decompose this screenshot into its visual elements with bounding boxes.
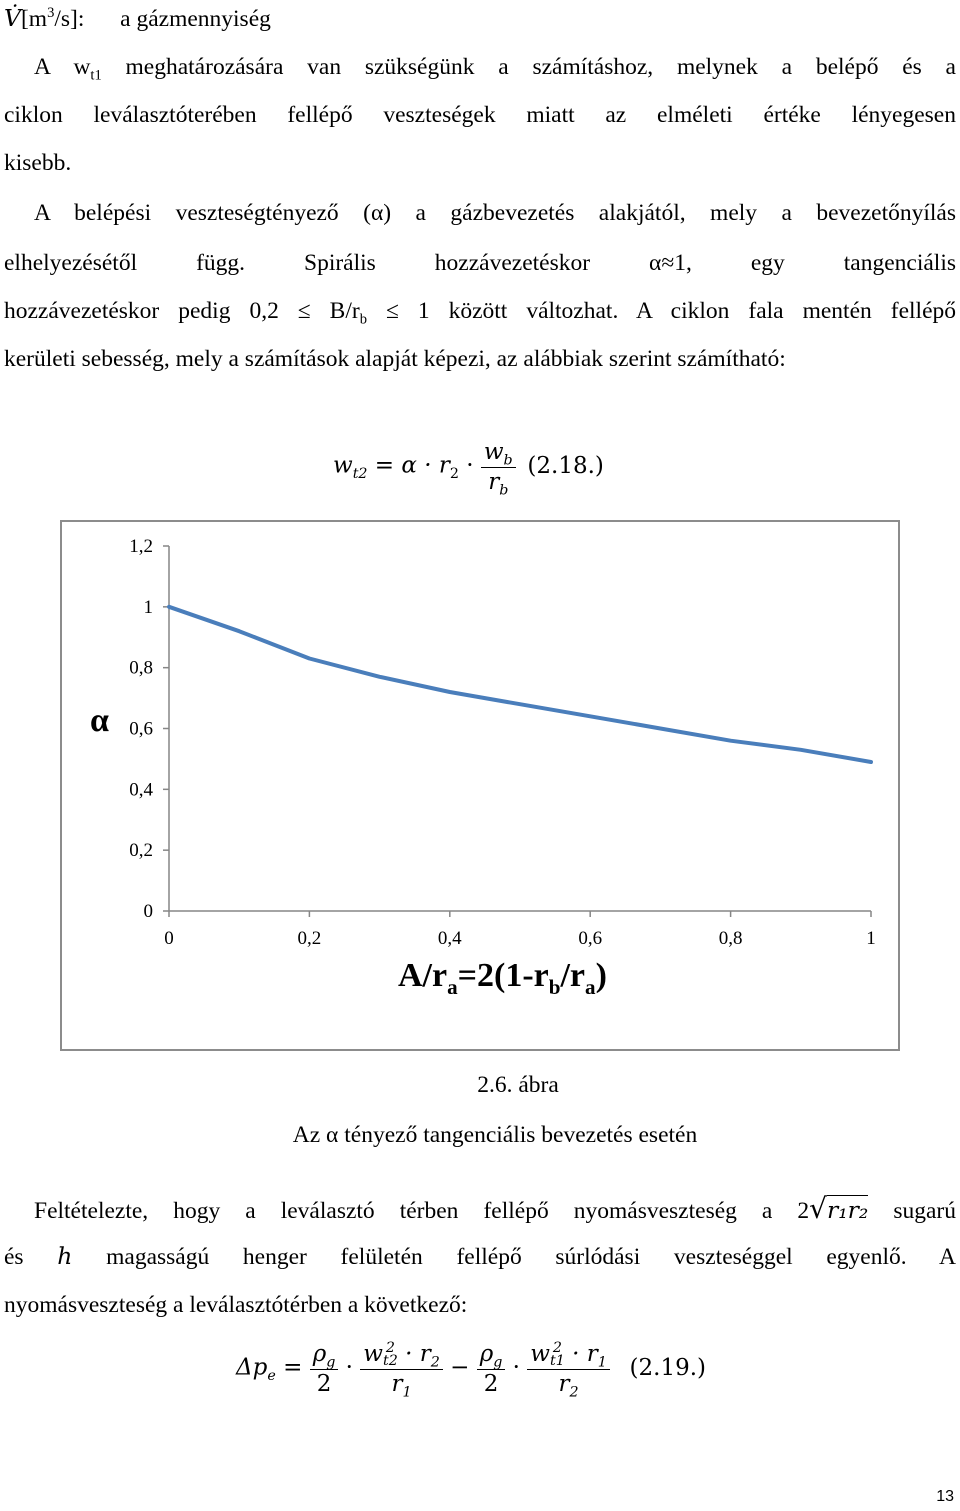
y-tick-label: 1 (144, 597, 154, 618)
radical-expression: √r₁r₂ (809, 1192, 869, 1225)
x-tick-label: 0,6 (578, 928, 602, 949)
equation-2-18: wt2 = α · r2 · wb rb (2.18.) (333, 438, 604, 499)
paragraph-2-line-3: kisebb. (4, 150, 72, 176)
equation-fraction: wb rb (480, 438, 516, 497)
y-tick-label: 0 (144, 901, 154, 922)
y-tick-label: 0,8 (129, 658, 153, 679)
paragraph-3-line-3: hozzávezetéskor pedig 0,2 ≤ B/rb ≤ 1 köz… (4, 298, 956, 328)
page-number: 13 (936, 1488, 954, 1505)
x-tick-label: 0,8 (719, 928, 743, 949)
chart-frame: 0 0,2 0,4 0,6 0,8 1 1,2 0 0,2 0,4 0,6 0,8 1 α A/ra=2… (60, 520, 900, 1051)
paragraph-2-line-2: ciklon leválasztóterében fellépő vesztes… (4, 102, 956, 128)
paragraph-4-line-3: nyomásveszteség a leválasztótérben a köv… (4, 1292, 468, 1318)
equation-2-19: Δpe = ρg 2 · w 2 t2 · r2 r1 − ρg 2 · w 2 t1 · r… (236, 1340, 706, 1401)
y-tick-label: 0,2 (129, 840, 153, 861)
x-tick-label: 0,4 (438, 928, 462, 949)
paragraph-3-line-1: A belépési veszteségtényező (α) a gázbev… (34, 200, 956, 226)
x-axis-label: A/ra=2(1-rb/ra) (398, 957, 607, 999)
equation-label: (2.18.) (527, 452, 604, 479)
paragraph-3-line-2: elhelyezésétől függ. Spirális hozzávezet… (4, 250, 956, 276)
paragraph-2-line-1: A wt1 meghatározására van szükségünk a s… (34, 54, 956, 84)
paragraph-4-line-1: Feltételezte, hogy a leválasztó térben f… (34, 1192, 957, 1225)
y-axis-label: α (90, 702, 109, 739)
y-tick-label: 1,2 (129, 536, 153, 557)
figure-title: Az α tényező tangenciális bevezetés eset… (292, 1122, 698, 1148)
paragraph-4-line-2: és h magasságú henger felületén fellépő … (4, 1242, 957, 1270)
volume-flow-symbol: V̇ (4, 4, 21, 32)
alpha-curve (167, 604, 873, 764)
variable-definition: V̇[m3/s]: a gázmennyiség (4, 4, 271, 32)
x-tick-label: 0 (164, 928, 174, 949)
figure-number: 2.6. ábra (477, 1072, 559, 1098)
alpha-chart: 0 0,2 0,4 0,6 0,8 1 1,2 0 0,2 0,4 0,6 0,8 1 (129, 536, 876, 949)
variable-description: a gázmennyiség (120, 6, 271, 32)
x-tick-label: 1 (866, 928, 876, 949)
x-tick-label: 0,2 (298, 928, 322, 949)
y-tick-label: 0,6 (129, 719, 153, 740)
paragraph-3-line-4: kerületi sebesség, mely a számítások ala… (4, 346, 786, 372)
y-tick-label: 0,4 (129, 779, 153, 800)
equation-label: (2.19.) (629, 1354, 706, 1381)
